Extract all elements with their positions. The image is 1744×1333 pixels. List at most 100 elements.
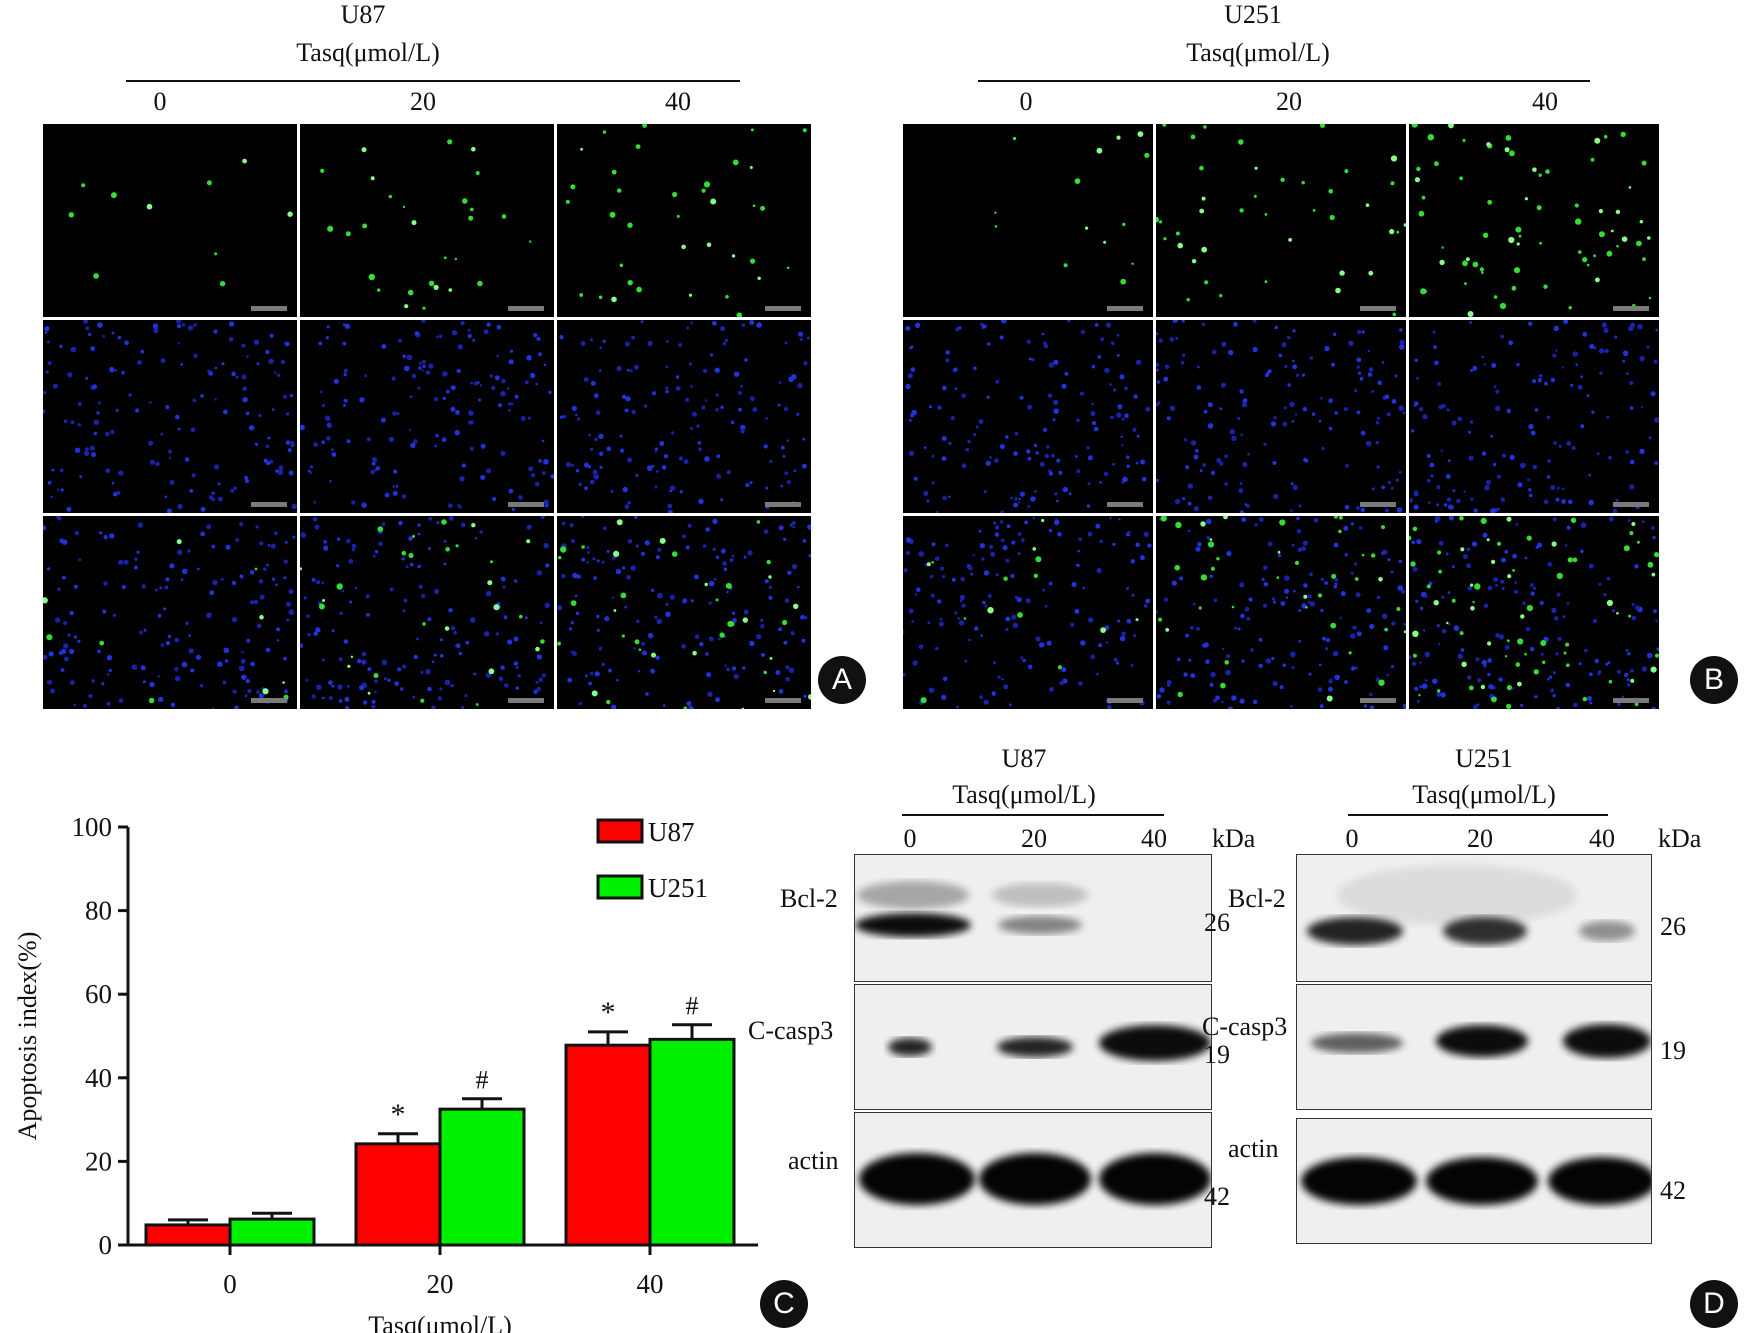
blot-u251-ccasp3-kda: 19 [1660,1036,1686,1065]
blot-u251-actin-strip [1296,1118,1652,1244]
scale-bar [1107,698,1143,703]
panel-b-col-20: 20 [1276,87,1302,116]
scale-bar [1107,502,1143,507]
blot-u87-ccasp3-kda: 19 [1204,1040,1230,1069]
micrograph-tunel-2 [1409,124,1659,317]
blot-u251-bcl2-kda: 26 [1660,912,1686,941]
legend-swatch-u87 [596,818,644,844]
blot-u251-cell-line: U251 [1455,744,1513,773]
panel-a-rule [126,80,740,82]
micrograph-merge-0 [43,516,297,709]
blot-u251-ccasp3-strip [1296,984,1652,1110]
blot-band [1301,1157,1417,1205]
bar-u251-20 [438,1107,526,1247]
blot-u251-col-20: 20 [1467,824,1493,853]
scale-bar [251,698,287,703]
scale-bar [1360,698,1396,703]
blot-band [1548,1157,1651,1205]
bar-u251-40 [648,1037,736,1247]
blot-u87-ccasp3-label: C-casp3 [748,1016,834,1045]
scale-bar [1360,502,1396,507]
blot-u87-bcl2-strip [854,854,1212,982]
panel-b-col-0: 0 [1019,87,1033,116]
blot-band [888,1038,932,1056]
blot-u251-rule [1348,814,1608,816]
scale-bar [765,502,801,507]
micrograph-dapi-0 [43,320,297,513]
panel-a-col-20: 20 [410,87,436,116]
bar-u251-0 [228,1217,316,1247]
scale-bar [251,502,287,507]
scale-bar [508,306,544,311]
y-axis-label: Apoptosis index(%) [13,932,42,1141]
blot-u251-col-0: 0 [1345,824,1359,853]
bar-u87-0 [144,1223,232,1247]
x-tick-label: 20 [427,1269,454,1299]
blot-band [1426,1157,1538,1205]
panel-c-badge: C [760,1280,808,1328]
x-axis-label: Tasq(μmol/L) [368,1311,512,1333]
scale-bar [1613,698,1649,703]
blot-u87-cell-line: U87 [1001,744,1047,773]
micrograph-merge-2 [557,516,811,709]
blot-u87-col-0: 0 [903,824,917,853]
scale-bar [765,306,801,311]
blot-band [1099,1153,1211,1205]
micrograph-tunel-0 [43,124,297,317]
panel-b-axis-label: Tasq(μmol/L) [1186,38,1330,67]
blot-u87-col-20: 20 [1021,824,1047,853]
panel-b-cell-line: U251 [1224,0,1282,29]
panel-b-col-40: 40 [1532,87,1558,116]
micrograph-tunel-1 [1156,124,1406,317]
blot-band [855,913,971,937]
micrograph-tunel-1 [300,124,554,317]
blot-u87-actin-strip [854,1112,1212,1248]
blot-band [992,883,1088,907]
blot-band [1099,1025,1211,1061]
blot-band [857,881,969,909]
significance-marker: # [686,992,699,1021]
scale-bar [251,306,287,311]
blot-u251-actin-kda: 42 [1660,1176,1686,1205]
blot-u251-bcl2-label: Bcl-2 [1228,884,1286,913]
significance-marker: * [391,1098,406,1131]
blot-band [998,916,1082,934]
micrograph-tunel-0 [903,124,1153,317]
blot-u251-bcl2-strip [1296,854,1652,982]
blot-band [979,1153,1091,1205]
y-tick-label: 80 [85,896,112,926]
blot-u87-kda-label: kDa [1212,824,1256,853]
micrograph-merge-0 [903,516,1153,709]
panel-a-badge: A [818,656,866,704]
blot-u87-actin-kda: 42 [1204,1182,1230,1211]
micrograph-tunel-2 [557,124,811,317]
scale-bar [508,502,544,507]
legend-swatch-u251 [596,874,644,900]
blot-u87-col-40: 40 [1141,824,1167,853]
blot-u251-kda-label: kDa [1658,824,1702,853]
y-tick-label: 0 [99,1230,113,1260]
blot-band [1436,1025,1528,1057]
blot-band [1563,1024,1651,1058]
panel-a-col-0: 0 [153,87,167,116]
blot-band [1579,921,1635,941]
significance-marker: * [601,996,616,1029]
micrograph-merge-2 [1409,516,1659,709]
blot-u87-ccasp3-strip [854,984,1212,1110]
blot-u87-actin-label: actin [788,1146,839,1175]
x-tick-label: 40 [637,1269,664,1299]
blot-band [1307,917,1403,945]
micrograph-merge-1 [300,516,554,709]
blot-u87-bcl2-label: Bcl-2 [780,884,838,913]
blot-band [997,1037,1073,1057]
panel-b-badge: B [1690,656,1738,704]
bar-u87-40 [564,1043,652,1247]
y-tick-label: 60 [85,979,112,1009]
scale-bar [1360,306,1396,311]
panel-d-badge: D [1690,1280,1738,1328]
scale-bar [508,698,544,703]
panel-b-rule [978,80,1590,82]
scale-bar [1613,502,1649,507]
panel-a-axis-label: Tasq(μmol/L) [296,38,440,67]
significance-marker: # [476,1066,489,1095]
